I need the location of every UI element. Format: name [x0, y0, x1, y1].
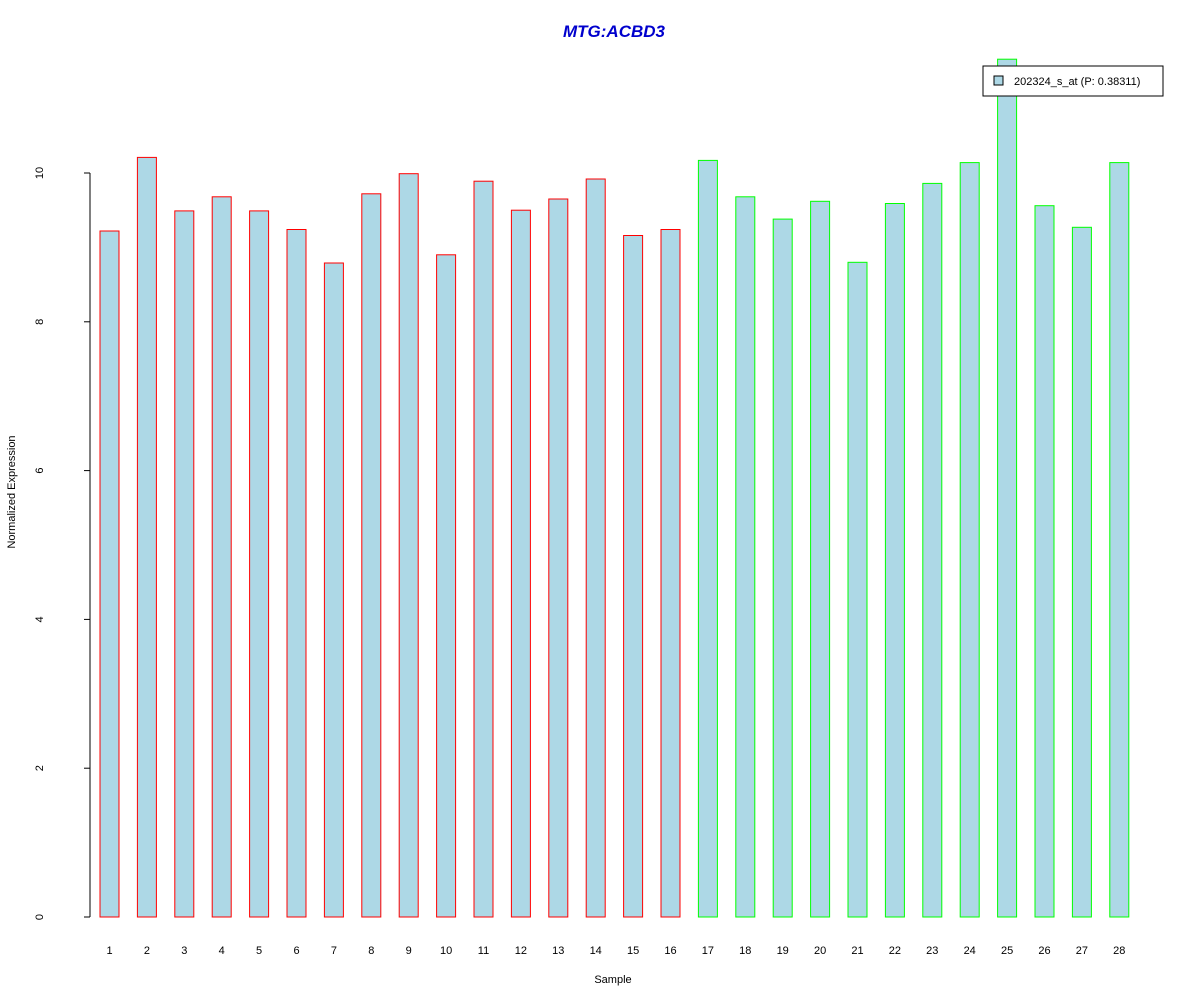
x-tick-label: 14	[590, 945, 602, 957]
x-tick-label: 26	[1038, 945, 1050, 957]
x-tick-label: 13	[552, 945, 564, 957]
y-tick-label: 2	[34, 765, 46, 771]
bar-sample-27	[1071, 226, 1092, 918]
bar-sample-20	[810, 200, 831, 918]
bar-sample-14	[585, 178, 606, 918]
x-tick-label: 20	[814, 945, 826, 957]
legend: 202324_s_at (P: 0.38311)	[982, 65, 1164, 97]
bar-sample-25	[997, 58, 1018, 918]
bar-sample-6	[286, 229, 307, 918]
x-tick-label: 28	[1113, 945, 1125, 957]
x-tick-label: 4	[219, 945, 225, 957]
bar-sample-10	[436, 254, 457, 918]
bar-sample-18	[735, 196, 756, 918]
bar-sample-13	[548, 198, 569, 918]
x-tick-label: 27	[1076, 945, 1088, 957]
bar-sample-3	[174, 210, 195, 918]
bar-sample-28	[1109, 162, 1130, 918]
x-tick-label: 7	[331, 945, 337, 957]
x-tick-label: 3	[181, 945, 187, 957]
y-axis: 0 2 4 6 8 10	[34, 167, 91, 920]
bar-sample-24	[959, 162, 980, 918]
x-tick-label: 6	[293, 945, 299, 957]
x-tick-label: 15	[627, 945, 639, 957]
x-axis-label: Sample	[594, 974, 631, 986]
legend-label: 202324_s_at (P: 0.38311)	[1014, 76, 1140, 88]
x-tick-label: 17	[702, 945, 714, 957]
bar-sample-2	[136, 156, 157, 918]
y-tick-label: 6	[34, 468, 46, 474]
chart-title: MTG:ACBD3	[563, 22, 666, 41]
bar-sample-17	[697, 159, 718, 918]
bar-sample-7	[323, 262, 344, 918]
y-axis-label: Normalized Expression	[6, 435, 18, 548]
x-tick-label: 16	[664, 945, 676, 957]
x-tick-label: 24	[964, 945, 976, 957]
y-tick-label: 10	[34, 167, 46, 179]
bars-group	[99, 58, 1130, 918]
x-tick-labels: 1 2 3 4 5 6 7 8 9 10 11 12 13 14 15 16 17 18 19 20 21 22 23 24 2…	[106, 945, 1125, 957]
bar-sample-12	[510, 209, 531, 918]
x-tick-label: 10	[440, 945, 452, 957]
bar-sample-21	[847, 261, 868, 918]
legend-box	[982, 65, 1164, 97]
x-tick-label: 8	[368, 945, 374, 957]
bar-sample-9	[398, 173, 419, 918]
bar-sample-8	[361, 193, 382, 918]
x-tick-label: 21	[851, 945, 863, 957]
legend-swatch	[993, 75, 1004, 86]
y-tick-label: 8	[34, 319, 46, 325]
x-tick-label: 2	[144, 945, 150, 957]
bar-sample-16	[660, 229, 681, 918]
x-tick-label: 23	[926, 945, 938, 957]
bar-sample-19	[772, 218, 793, 918]
x-tick-label: 12	[515, 945, 527, 957]
bar-sample-26	[1034, 205, 1055, 918]
x-tick-label: 19	[777, 945, 789, 957]
x-tick-label: 1	[106, 945, 112, 957]
bar-sample-1	[99, 230, 120, 918]
y-tick-label: 4	[34, 616, 46, 622]
x-tick-label: 11	[478, 945, 489, 957]
x-tick-label: 9	[406, 945, 412, 957]
bar-sample-23	[922, 182, 943, 918]
x-tick-label: 5	[256, 945, 262, 957]
x-tick-label: 25	[1001, 945, 1013, 957]
x-tick-label: 18	[739, 945, 751, 957]
bar-sample-4	[211, 196, 232, 918]
bar-sample-15	[623, 235, 644, 918]
x-tick-label: 22	[889, 945, 901, 957]
bar-sample-22	[884, 203, 905, 918]
bar-sample-5	[249, 210, 270, 918]
y-tick-label: 0	[34, 914, 46, 920]
bar-sample-11	[473, 180, 494, 918]
